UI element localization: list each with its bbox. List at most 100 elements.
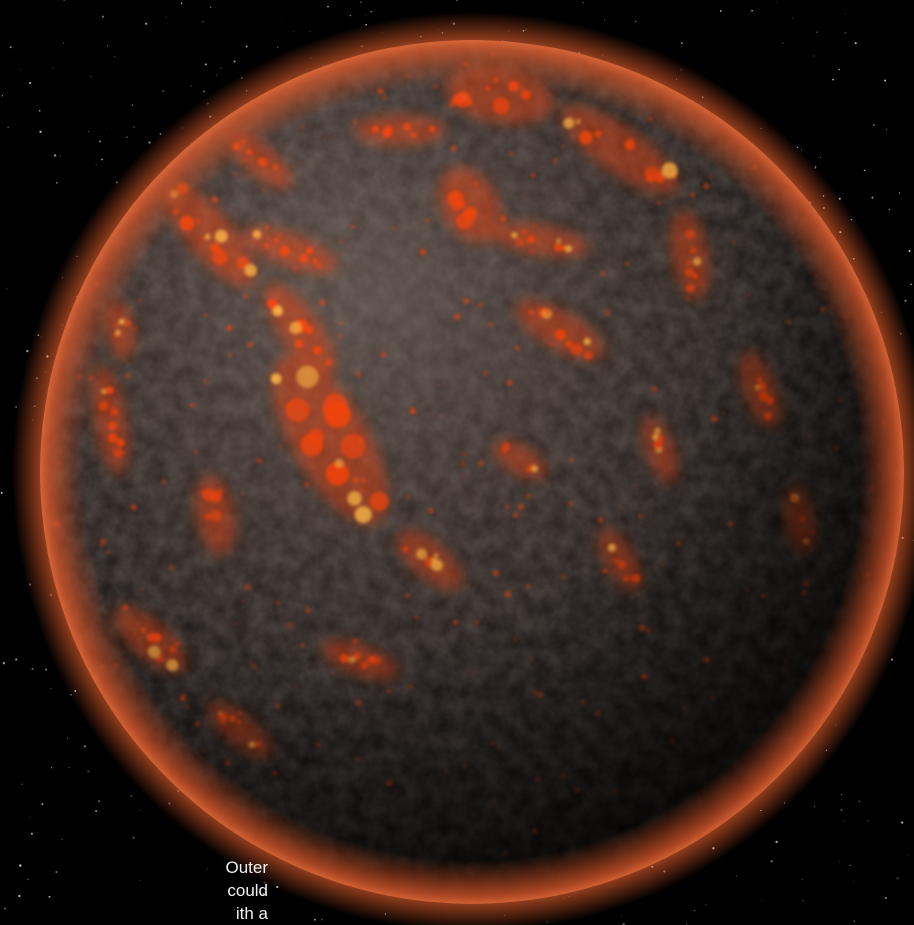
star <box>31 667 34 670</box>
star <box>139 809 141 811</box>
star <box>844 32 846 34</box>
star <box>309 31 311 33</box>
star <box>886 128 887 130</box>
star <box>884 897 887 900</box>
star <box>234 909 236 911</box>
star <box>908 249 911 253</box>
star <box>635 20 637 22</box>
caption-line: Outer <box>225 858 268 877</box>
star <box>802 900 804 902</box>
star <box>130 794 133 798</box>
star <box>838 68 841 71</box>
star <box>50 767 53 769</box>
star <box>719 10 722 12</box>
star <box>139 880 141 881</box>
caption-text: Outer could ith a <box>178 856 268 925</box>
star <box>210 6 212 8</box>
star <box>816 31 818 33</box>
star <box>863 169 866 172</box>
star <box>55 871 58 874</box>
star <box>45 668 48 671</box>
star <box>206 868 208 870</box>
star <box>4 907 7 910</box>
star <box>56 182 58 184</box>
star <box>247 897 249 899</box>
star <box>18 894 21 898</box>
star <box>101 15 105 18</box>
star <box>9 46 12 49</box>
star <box>63 0 65 1</box>
star <box>455 0 458 1</box>
star <box>201 20 204 23</box>
star <box>800 149 802 151</box>
star <box>133 126 135 128</box>
star <box>106 45 108 47</box>
star <box>844 13 846 15</box>
star <box>126 136 128 138</box>
star <box>220 67 222 69</box>
star <box>621 916 622 918</box>
star <box>19 864 22 867</box>
star <box>132 836 135 839</box>
star <box>233 60 236 63</box>
planet-rim <box>40 40 904 904</box>
star <box>840 793 843 796</box>
star <box>105 127 107 129</box>
star <box>15 406 17 408</box>
star <box>99 140 102 143</box>
star <box>29 816 31 819</box>
star <box>53 154 57 157</box>
star <box>873 124 875 126</box>
star <box>314 918 316 921</box>
star <box>1 95 3 97</box>
star <box>896 877 899 880</box>
star <box>30 832 33 835</box>
star <box>28 81 32 85</box>
star <box>204 63 207 66</box>
star <box>101 158 103 161</box>
star <box>751 9 754 12</box>
star <box>349 14 351 17</box>
star <box>2 662 5 665</box>
star <box>871 196 874 199</box>
star <box>21 783 23 785</box>
caption-line: could <box>227 881 268 900</box>
star <box>321 918 323 921</box>
star <box>900 273 902 275</box>
star <box>819 156 821 158</box>
star <box>680 42 683 44</box>
star <box>38 109 41 112</box>
star <box>276 46 279 49</box>
star <box>41 803 44 806</box>
star <box>262 893 265 896</box>
star <box>165 17 167 19</box>
star <box>854 41 857 45</box>
star <box>145 22 148 25</box>
star <box>237 887 239 889</box>
star <box>27 878 29 880</box>
star <box>68 766 70 769</box>
star <box>776 1 778 3</box>
star <box>216 74 218 76</box>
star <box>63 42 65 44</box>
star <box>59 155 61 157</box>
star <box>604 19 605 21</box>
star <box>839 861 841 862</box>
star <box>66 737 69 739</box>
star <box>97 800 100 803</box>
star <box>95 810 98 812</box>
star <box>814 806 816 808</box>
star <box>87 130 90 133</box>
star <box>888 208 891 211</box>
star <box>180 2 183 4</box>
star <box>15 658 18 661</box>
star <box>770 860 773 863</box>
star <box>327 5 329 8</box>
star <box>813 55 815 57</box>
star <box>6 288 8 290</box>
star <box>693 909 696 912</box>
star <box>685 923 688 925</box>
star <box>50 688 52 690</box>
